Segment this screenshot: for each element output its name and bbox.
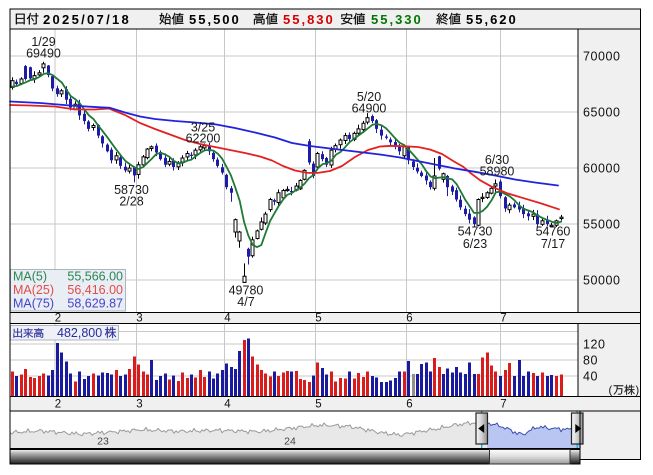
svg-text:): ) [636,385,640,397]
svg-text:482,800: 482,800 [57,326,102,340]
svg-text:4/7: 4/7 [237,295,254,309]
svg-text:3/25: 3/25 [191,121,215,135]
svg-text:40: 40 [583,370,598,384]
svg-text:55000: 55000 [583,218,621,232]
svg-text:58730: 58730 [114,183,149,197]
svg-text:54730: 54730 [458,225,493,239]
svg-text:6: 6 [406,399,412,411]
svg-text:MA(75): MA(75) [13,296,54,310]
svg-text:6: 6 [406,313,412,325]
svg-text:3: 3 [136,399,142,411]
svg-text:23: 23 [97,436,109,448]
svg-text:7/17: 7/17 [541,237,565,251]
svg-text:65000: 65000 [583,106,621,120]
svg-text:60000: 60000 [583,162,621,176]
svg-text:3: 3 [136,313,142,325]
svg-text:69490: 69490 [26,47,61,61]
svg-text:80: 80 [583,354,598,368]
svg-text:2: 2 [55,399,61,411]
svg-text:49780: 49780 [229,284,264,298]
svg-text:7: 7 [500,399,506,411]
svg-text:55,566.00: 55,566.00 [67,270,123,284]
svg-text:MA(5): MA(5) [13,270,47,284]
svg-text:2025/07/18: 2025/07/18 [43,12,131,27]
svg-text:55,830: 55,830 [283,12,335,27]
svg-text:6/30: 6/30 [485,153,509,167]
svg-text:4: 4 [224,399,231,411]
svg-text:50000: 50000 [583,274,621,288]
svg-text:6/23: 6/23 [463,237,487,251]
svg-text:5: 5 [315,399,321,411]
svg-text:(: ( [609,385,613,397]
svg-text:70000: 70000 [583,50,621,64]
svg-text:1/29: 1/29 [31,35,55,49]
svg-text:56,416.00: 56,416.00 [67,283,123,297]
svg-text:24: 24 [284,436,296,448]
svg-text:62200: 62200 [186,132,221,146]
svg-text:64900: 64900 [352,102,387,116]
svg-text:58980: 58980 [480,165,515,179]
svg-text:2: 2 [55,313,61,325]
svg-text:5/20: 5/20 [357,90,381,104]
svg-text:120: 120 [583,338,606,352]
svg-text:MA(25): MA(25) [13,283,54,297]
svg-text:55,500: 55,500 [189,12,241,27]
svg-text:5: 5 [315,313,321,325]
svg-text:55,620: 55,620 [466,12,518,27]
svg-text:7: 7 [500,313,506,325]
svg-text:2/28: 2/28 [119,195,143,209]
svg-text:4: 4 [224,313,231,325]
svg-text:55,330: 55,330 [371,12,423,27]
svg-text:54760: 54760 [536,225,571,239]
svg-text:58,629.87: 58,629.87 [67,296,123,310]
